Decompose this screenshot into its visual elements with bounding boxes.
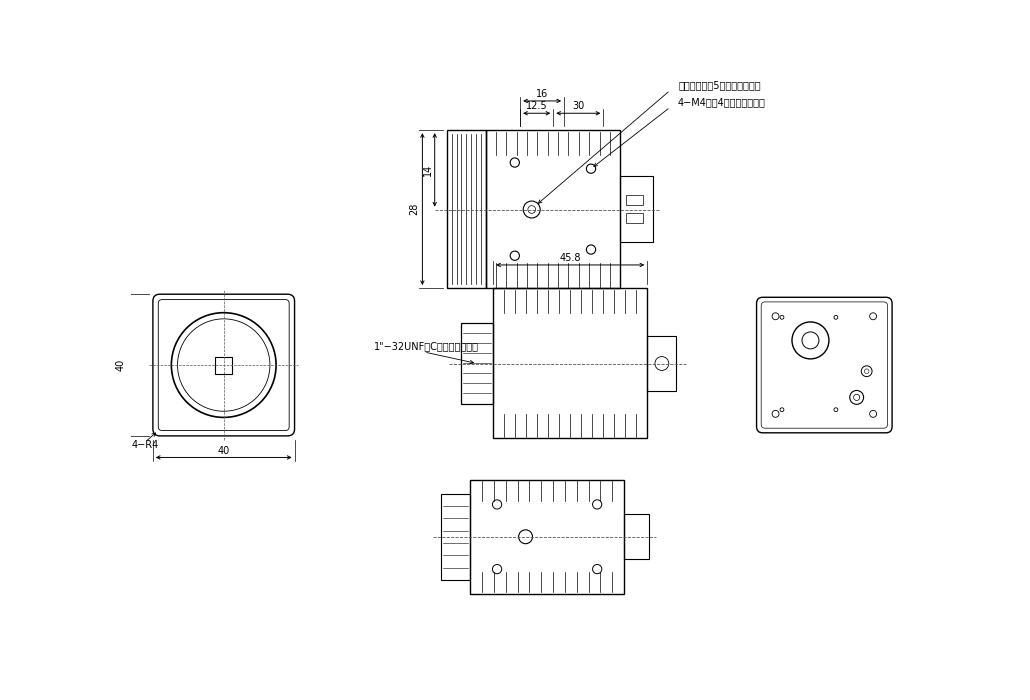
- Bar: [485, 130, 620, 288]
- Bar: [470, 480, 624, 594]
- Text: 40: 40: [115, 359, 126, 371]
- Text: 三脚ネジ深サ5（上下面共通）: 三脚ネジ深サ5（上下面共通）: [678, 80, 760, 90]
- Text: 16: 16: [536, 89, 548, 99]
- Bar: [647, 336, 677, 391]
- Text: 14: 14: [422, 164, 433, 176]
- Bar: [215, 356, 232, 374]
- Text: 45.8: 45.8: [559, 253, 581, 263]
- Bar: [624, 514, 649, 559]
- Bar: [493, 288, 647, 438]
- Text: 4−M4深サ4（上下面共通）: 4−M4深サ4（上下面共通）: [678, 97, 766, 108]
- Bar: [626, 214, 644, 223]
- Text: 28: 28: [410, 203, 419, 216]
- Text: 1"−32UNF（Cマウントネジ）: 1"−32UNF（Cマウントネジ）: [374, 342, 479, 351]
- Text: 12.5: 12.5: [526, 102, 548, 111]
- Text: 4−R4: 4−R4: [131, 440, 159, 450]
- Text: 40: 40: [217, 445, 230, 456]
- Bar: [447, 130, 485, 288]
- Text: 30: 30: [573, 102, 584, 111]
- Bar: [460, 323, 493, 403]
- Bar: [626, 195, 644, 205]
- Bar: [441, 494, 470, 580]
- Bar: [620, 176, 653, 242]
